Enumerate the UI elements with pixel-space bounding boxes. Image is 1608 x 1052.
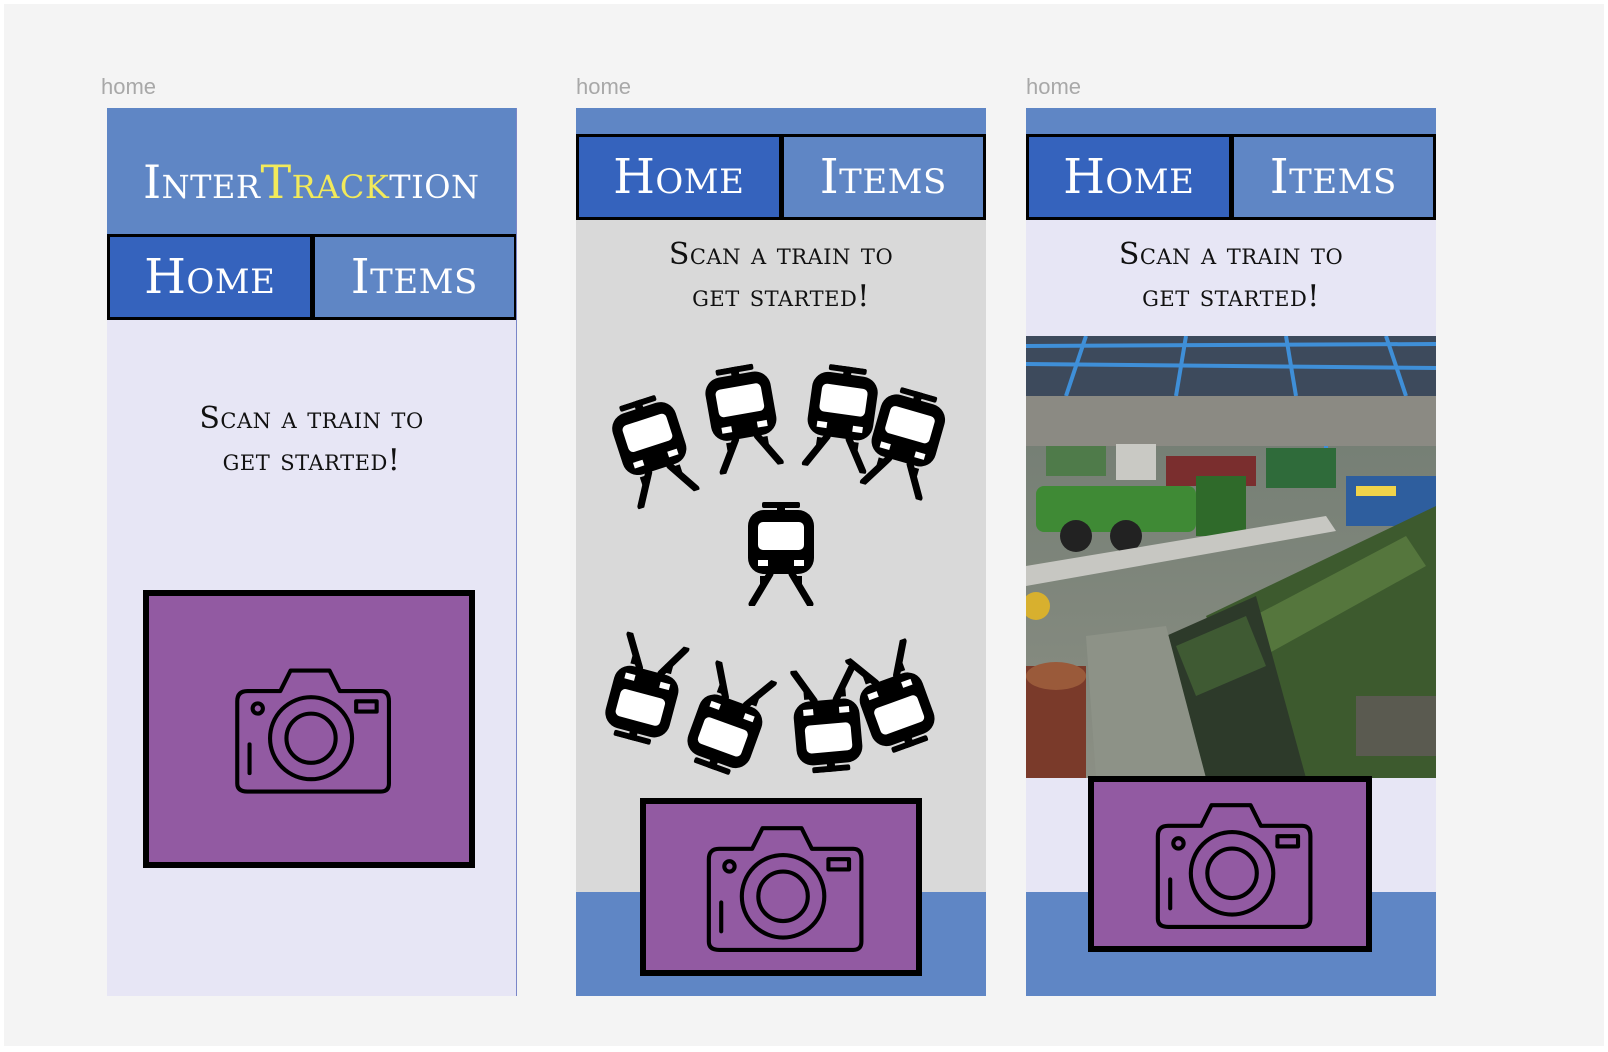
camera-icon [698, 820, 864, 954]
home-screen-variant-1: InterTracktion Home Items Scan a train t… [107, 108, 517, 996]
frame-label-3: home [1026, 74, 1082, 99]
app-logo: InterTracktion [143, 152, 479, 212]
railway-museum-photo [1026, 336, 1436, 778]
nav-home-button[interactable]: Home [579, 137, 779, 217]
scan-instructions: Scan a train to get started! [1026, 234, 1436, 318]
logo-part-inter: Inter [143, 155, 261, 209]
scan-text-line-2: get started! [1142, 279, 1320, 314]
nav-bar: Home Items [107, 234, 516, 320]
home-screen-variant-2: Home Items Scan a train to get started! [576, 108, 986, 996]
museum-photo-illustration [1026, 336, 1436, 778]
camera-icon [1147, 797, 1313, 931]
scan-camera-button[interactable] [640, 798, 922, 976]
header-banner [1026, 108, 1436, 134]
home-screen-variant-3: Home Items Scan a train to get started! [1026, 108, 1436, 996]
nav-items-button[interactable]: Items [314, 237, 514, 317]
train-icon [600, 388, 706, 511]
train-icon [696, 360, 791, 476]
logo-part-track: Track [260, 155, 390, 209]
scan-text-line-2: get started! [222, 443, 401, 478]
design-canvas: home InterTracktion Home Items Scan a tr… [4, 4, 1604, 1046]
nav-items-button[interactable]: Items [1233, 137, 1433, 217]
nav-bar: Home Items [576, 134, 986, 220]
scan-instructions: Scan a train to get started! [576, 234, 986, 318]
train-icon [742, 502, 820, 606]
scan-text-line-1: Scan a train to [1118, 237, 1344, 272]
scan-text-line-1: Scan a train to [668, 237, 894, 272]
scan-text-line-1: Scan a train to [199, 401, 424, 436]
header-banner: InterTracktion [107, 108, 516, 234]
nav-bar: Home Items [1026, 134, 1436, 220]
scan-text-line-2: get started! [692, 279, 870, 314]
scan-instructions: Scan a train to get started! [107, 398, 516, 482]
nav-items-button[interactable]: Items [783, 137, 983, 217]
train-icon [594, 630, 696, 751]
scan-camera-button[interactable] [143, 590, 475, 868]
train-icon [675, 658, 784, 782]
logo-part-tion: tion [389, 155, 480, 209]
header-banner [576, 108, 986, 134]
frame-label-2: home [576, 74, 632, 99]
frame-label-1: home [101, 74, 157, 99]
nav-home-button[interactable]: Home [1029, 137, 1229, 217]
nav-home-button[interactable]: Home [110, 237, 310, 317]
scan-camera-button[interactable] [1088, 776, 1372, 952]
camera-icon [227, 662, 391, 796]
